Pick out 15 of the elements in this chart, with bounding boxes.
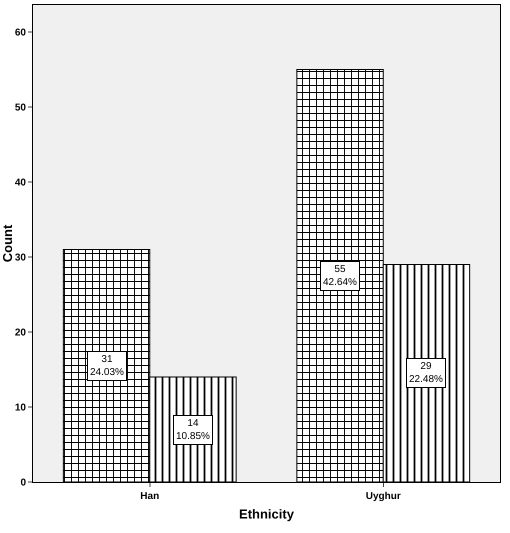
y-tick-label: 10 bbox=[14, 402, 26, 414]
y-tick-label: 0 bbox=[20, 478, 26, 488]
x-axis-title: Ethnicity bbox=[239, 506, 295, 522]
y-tick-label: 50 bbox=[14, 102, 26, 114]
y-axis-title: Count bbox=[0, 224, 15, 262]
data-label: 14 10.85% bbox=[176, 418, 210, 442]
data-label: 55 42.64% bbox=[323, 264, 358, 288]
y-tick-label: 20 bbox=[14, 328, 26, 338]
y-tick-label: 60 bbox=[14, 28, 26, 38]
x-tick-label: Uyghur bbox=[366, 491, 401, 502]
y-tick-label: 40 bbox=[14, 178, 26, 188]
y-tick-label: 30 bbox=[14, 252, 26, 264]
data-label: 31 24.03% bbox=[90, 354, 124, 378]
data-label: 29 22.48% bbox=[409, 361, 444, 385]
x-tick-label: Han bbox=[140, 491, 160, 502]
